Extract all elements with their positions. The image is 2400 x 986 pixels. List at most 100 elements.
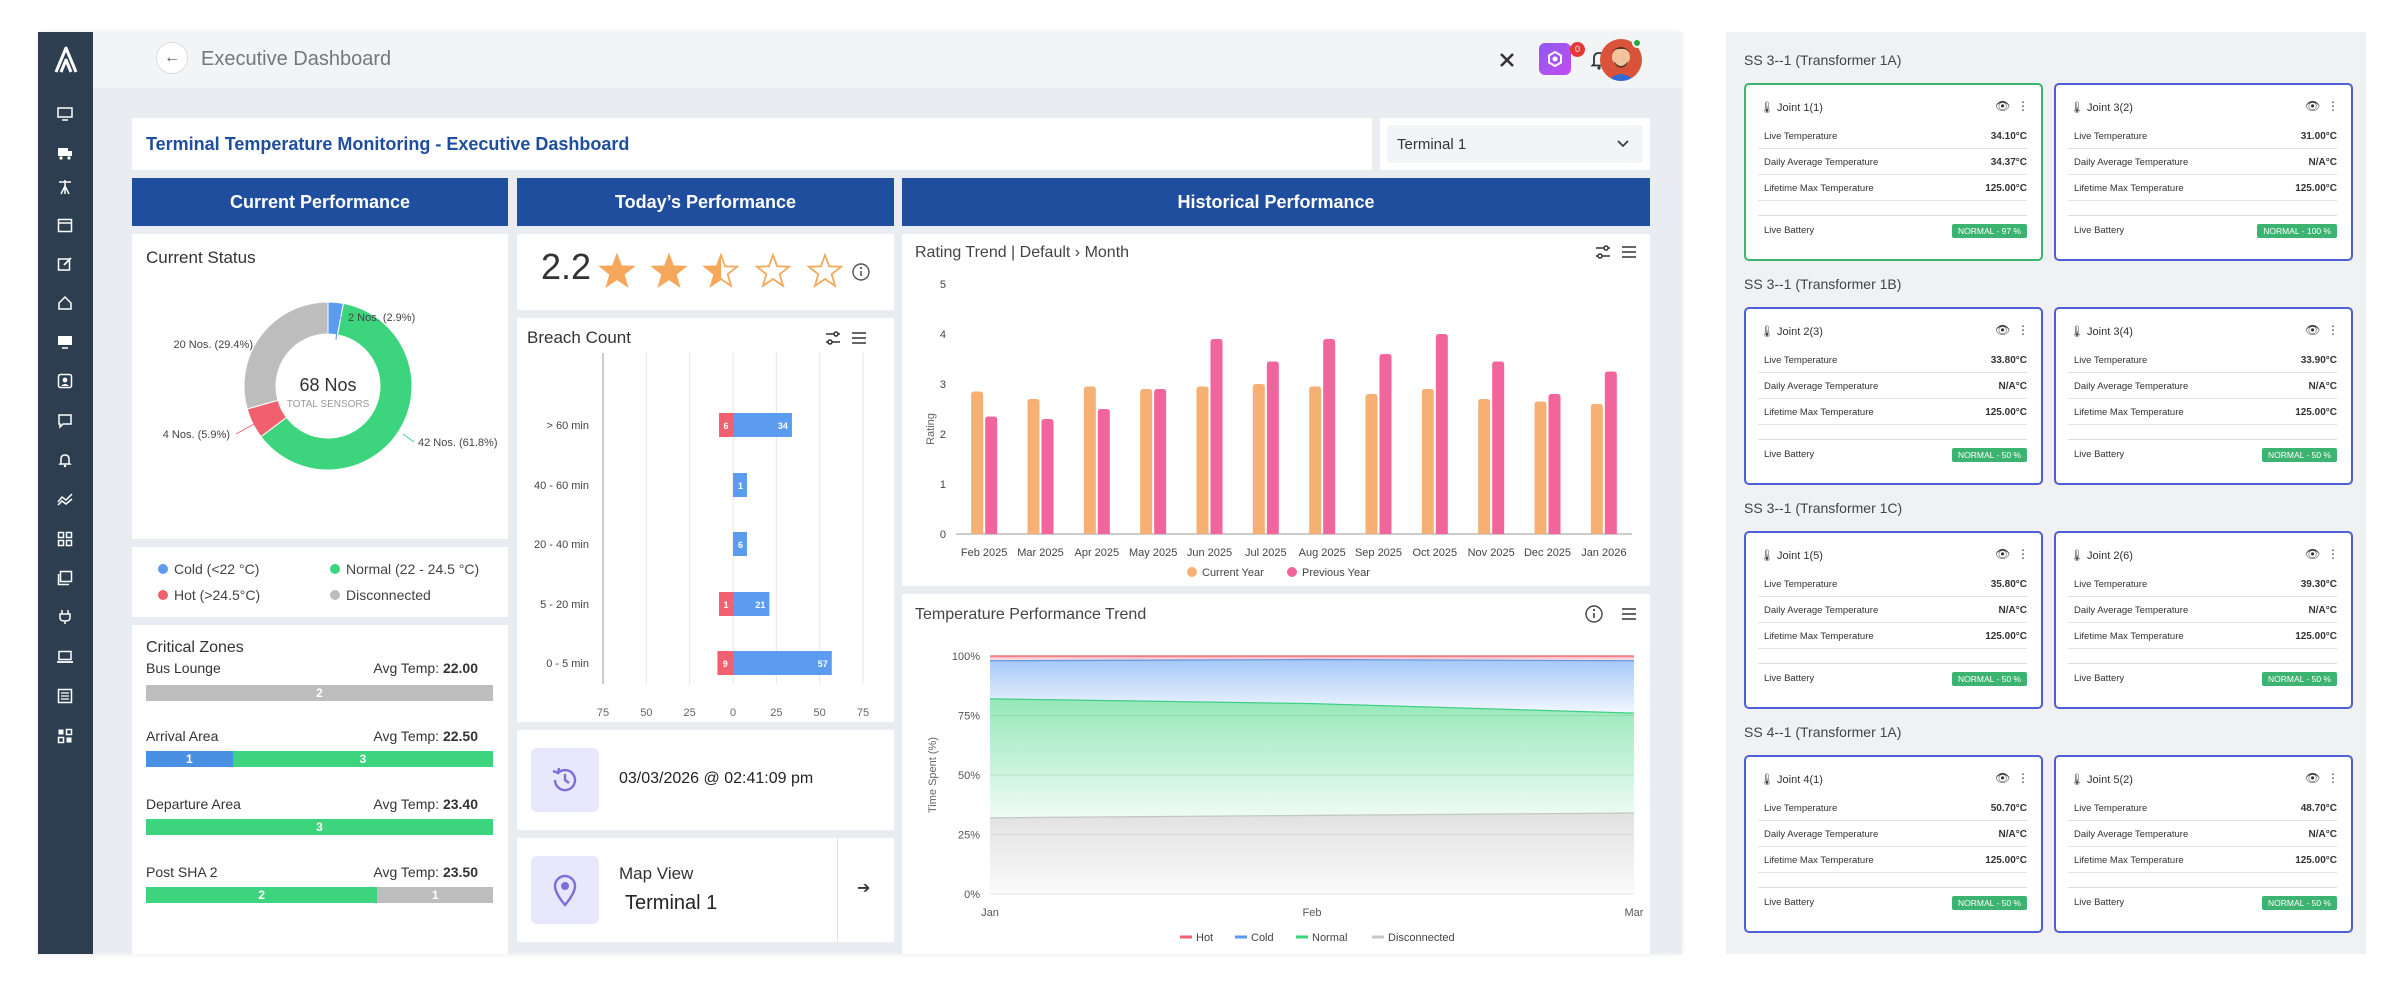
legend-normal[interactable]: Normal (22 - 24.5 °C) [330, 561, 479, 577]
sensor-card[interactable]: 🌡 Joint 4(1) 👁 ⋮ Live Temperature 50.70°C Da… [1744, 755, 2043, 933]
eye-icon[interactable]: 👁 [2305, 99, 2321, 113]
zone-avg-temp: Avg Temp: 23.40 [373, 796, 478, 812]
legend-disconnected[interactable]: Disconnected [330, 587, 431, 603]
zone-bar[interactable]: 3 [146, 819, 493, 835]
rating-bar-current [1027, 399, 1040, 534]
sensor-joint-name: 🌡 Joint 1(5) [1760, 549, 1823, 562]
more-vertical-icon[interactable]: ⋮ [2017, 99, 2029, 113]
sensor-battery-row: Live Battery NORMAL - 50 % [2068, 663, 2337, 693]
info-icon[interactable] [851, 262, 871, 282]
terminal-select[interactable]: Terminal 1 [1380, 118, 1650, 170]
info-icon[interactable] [1584, 604, 1604, 624]
menu-icon[interactable] [1620, 606, 1638, 622]
sensor-joint-label: Joint 2(6) [2087, 550, 2133, 562]
zone-bar-segment[interactable]: 2 [146, 685, 493, 701]
gallery-icon[interactable] [55, 568, 75, 588]
sensor-card[interactable]: 🌡 Joint 5(2) 👁 ⋮ Live Temperature 48.70°C Da… [2054, 755, 2353, 933]
online-status-dot [1632, 38, 1642, 48]
grid-icon[interactable] [55, 529, 75, 549]
menu-icon[interactable] [850, 330, 868, 346]
truck-icon[interactable] [55, 143, 75, 163]
sensor-group-title: SS 3--1 (Transformer 1C) [1744, 500, 1903, 516]
legend-cold[interactable]: Cold (<22 °C) [158, 561, 259, 577]
temp-area-cold [990, 659, 1634, 714]
app-logo[interactable] [52, 42, 80, 78]
rating-bar-current [1534, 401, 1547, 534]
sensor-card[interactable]: 🌡 Joint 2(3) 👁 ⋮ Live Temperature 33.80°C Da… [1744, 307, 2043, 485]
monitor-icon[interactable] [55, 104, 75, 124]
message-icon[interactable] [55, 411, 75, 431]
more-vertical-icon[interactable]: ⋮ [2327, 547, 2339, 561]
sensor-row: Lifetime Max Temperature 125.00°C [2068, 849, 2337, 873]
legend-hot[interactable]: Hot (>24.5°C) [158, 587, 260, 603]
filter-icon[interactable] [824, 330, 842, 346]
sensor-joint-label: Joint 5(2) [2087, 774, 2133, 786]
page-title: Executive Dashboard [201, 48, 392, 70]
sensor-row: Live Temperature 33.90°C [2068, 349, 2337, 373]
breach-bar-cold-label: 6 [738, 540, 743, 550]
trend-icon[interactable] [55, 489, 75, 509]
tools-icon[interactable] [1493, 46, 1521, 74]
contact-icon[interactable] [55, 371, 75, 391]
home-icon[interactable] [55, 293, 75, 313]
zone-bar-segment[interactable]: 3 [146, 819, 493, 835]
more-vertical-icon[interactable]: ⋮ [2017, 771, 2029, 785]
edit-icon[interactable] [55, 254, 75, 274]
more-vertical-icon[interactable]: ⋮ [2017, 323, 2029, 337]
rating-bar-previous [1154, 389, 1167, 534]
map-view-card[interactable]: Map View Terminal 1 ➔ [517, 838, 894, 942]
more-vertical-icon[interactable]: ⋮ [2327, 99, 2339, 113]
sensor-card[interactable]: 🌡 Joint 2(6) 👁 ⋮ Live Temperature 39.30°C Da… [2054, 531, 2353, 709]
eye-icon[interactable]: 👁 [2305, 323, 2321, 337]
bell-icon[interactable] [55, 450, 75, 470]
eye-icon[interactable]: 👁 [1995, 771, 2011, 785]
sensor-actions: 👁 ⋮ [2305, 547, 2339, 561]
sensor-row: Lifetime Max Temperature 125.00°C [1758, 177, 2027, 201]
breach-count-title: Breach Count [527, 328, 631, 347]
sensor-row-label: Lifetime Max Temperature [2074, 407, 2184, 418]
eye-icon[interactable]: 👁 [1995, 323, 2011, 337]
rating-bar-previous [1210, 339, 1223, 534]
plugin-icon[interactable] [1539, 43, 1571, 75]
laptop-icon[interactable] [55, 647, 75, 667]
filter-icon[interactable] [1594, 244, 1612, 260]
rating-trend-title[interactable]: Rating Trend | Default › Month [915, 244, 1130, 261]
calendar-icon[interactable] [55, 215, 75, 235]
sensor-joint-name: 🌡 Joint 4(1) [1760, 773, 1823, 786]
arrow-right-icon[interactable]: ➔ [857, 880, 871, 897]
temperature-trend-title: Temperature Performance Trend [915, 606, 1147, 623]
chevron-down-icon [1617, 140, 1629, 148]
sensor-card[interactable]: 🌡 Joint 3(2) 👁 ⋮ Live Temperature 31.00°C Da… [2054, 83, 2353, 261]
zone-bar-segment[interactable]: 2 [146, 887, 378, 903]
plug-icon[interactable] [55, 607, 75, 627]
dashboard-title: Terminal Temperature Monitoring - Execut… [132, 118, 1372, 170]
more-vertical-icon[interactable]: ⋮ [2017, 547, 2029, 561]
battery-status-badge: NORMAL - 50 % [2262, 895, 2337, 910]
more-vertical-icon[interactable]: ⋮ [2327, 323, 2339, 337]
zone-bar-segment[interactable]: 3 [232, 751, 493, 767]
menu-icon[interactable] [1620, 244, 1638, 260]
display-icon[interactable] [55, 332, 75, 352]
dashboard-grid-icon[interactable] [55, 726, 75, 746]
eye-icon[interactable]: 👁 [1995, 547, 2011, 561]
sensor-card[interactable]: 🌡 Joint 1(5) 👁 ⋮ Live Temperature 35.80°C Da… [1744, 531, 2043, 709]
eye-icon[interactable]: 👁 [2305, 547, 2321, 561]
zone-name: Post SHA 2 [146, 864, 218, 880]
sensor-card[interactable]: 🌡 Joint 3(4) 👁 ⋮ Live Temperature 33.90°C Da… [2054, 307, 2353, 485]
sensor-row: Live Temperature 33.80°C [1758, 349, 2027, 373]
sensor-card[interactable]: 🌡 Joint 1(1) 👁 ⋮ Live Temperature 34.10°C Da… [1744, 83, 2043, 261]
breach-bar-cold-label: 1 [738, 481, 743, 491]
eye-icon[interactable]: 👁 [2305, 771, 2321, 785]
tower-icon[interactable] [55, 177, 75, 197]
thermometer-icon: 🌡 [2070, 774, 2084, 786]
back-button[interactable]: ← [156, 42, 188, 74]
sensor-row-value: 125.00°C [2295, 855, 2337, 866]
more-vertical-icon[interactable]: ⋮ [2327, 771, 2339, 785]
zone-bar-segment[interactable]: 1 [377, 887, 493, 903]
eye-icon[interactable]: 👁 [1995, 99, 2011, 113]
list-icon[interactable] [55, 686, 75, 706]
zone-bar-segment[interactable]: 1 [146, 751, 233, 767]
zone-bar[interactable]: 2 [146, 685, 493, 701]
